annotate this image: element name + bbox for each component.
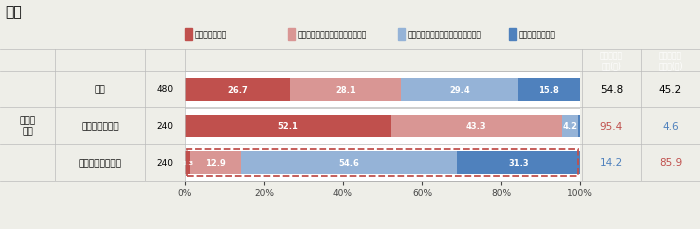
Text: 気に入っている: 気に入っている [81, 121, 119, 131]
Bar [457, 152, 580, 174]
Bar [185, 152, 190, 174]
Text: 自分の
名前: 自分の 名前 [20, 116, 36, 136]
Text: 240: 240 [157, 121, 174, 131]
Text: 響き: 響き [6, 5, 22, 19]
Text: 54.8: 54.8 [600, 85, 623, 95]
Text: 気に入っている: 気に入っている [195, 30, 227, 39]
Text: 気に入って
いる(計): 気に入って いる(計) [600, 51, 623, 70]
Text: 1.3: 1.3 [182, 161, 193, 165]
Text: 4.2: 4.2 [563, 122, 578, 131]
Text: 4.6: 4.6 [662, 121, 679, 131]
Text: 気に入っていない: 気に入っていない [519, 30, 555, 39]
Text: 12.9: 12.9 [205, 158, 226, 167]
Text: どちらかと言えば気に入っている: どちらかと言えば気に入っている [298, 30, 367, 39]
Bar [398, 29, 405, 41]
Bar [391, 115, 562, 138]
Text: 気に入って
いない(計): 気に入って いない(計) [658, 51, 682, 70]
Text: 95.4: 95.4 [600, 121, 623, 131]
Bar [185, 29, 192, 41]
Text: 29.4: 29.4 [449, 85, 470, 94]
Bar [185, 79, 290, 101]
Text: 26.7: 26.7 [228, 85, 248, 94]
Bar [190, 152, 241, 174]
Text: 14.2: 14.2 [600, 158, 623, 168]
Bar [562, 115, 578, 138]
Text: 480: 480 [156, 85, 174, 94]
Text: 240: 240 [157, 158, 174, 167]
Bar [517, 79, 580, 101]
Text: 全体: 全体 [94, 85, 106, 94]
Bar [288, 29, 295, 41]
Bar [290, 79, 402, 101]
Bar [578, 115, 580, 138]
Bar [402, 79, 517, 101]
Text: 43.3: 43.3 [466, 122, 486, 131]
Text: 85.9: 85.9 [659, 158, 682, 168]
Text: 気に入っていない: 気に入っていない [78, 158, 122, 167]
Bar [185, 115, 391, 138]
Bar [241, 152, 457, 174]
Bar [509, 29, 516, 41]
Text: 54.6: 54.6 [339, 158, 359, 167]
Text: 45.2: 45.2 [659, 85, 682, 95]
Text: 15.8: 15.8 [538, 85, 559, 94]
Text: 31.3: 31.3 [508, 158, 529, 167]
Text: どちらかと言えば気に入っていない: どちらかと言えば気に入っていない [408, 30, 482, 39]
Text: 52.1: 52.1 [277, 122, 298, 131]
Text: 28.1: 28.1 [335, 85, 356, 94]
